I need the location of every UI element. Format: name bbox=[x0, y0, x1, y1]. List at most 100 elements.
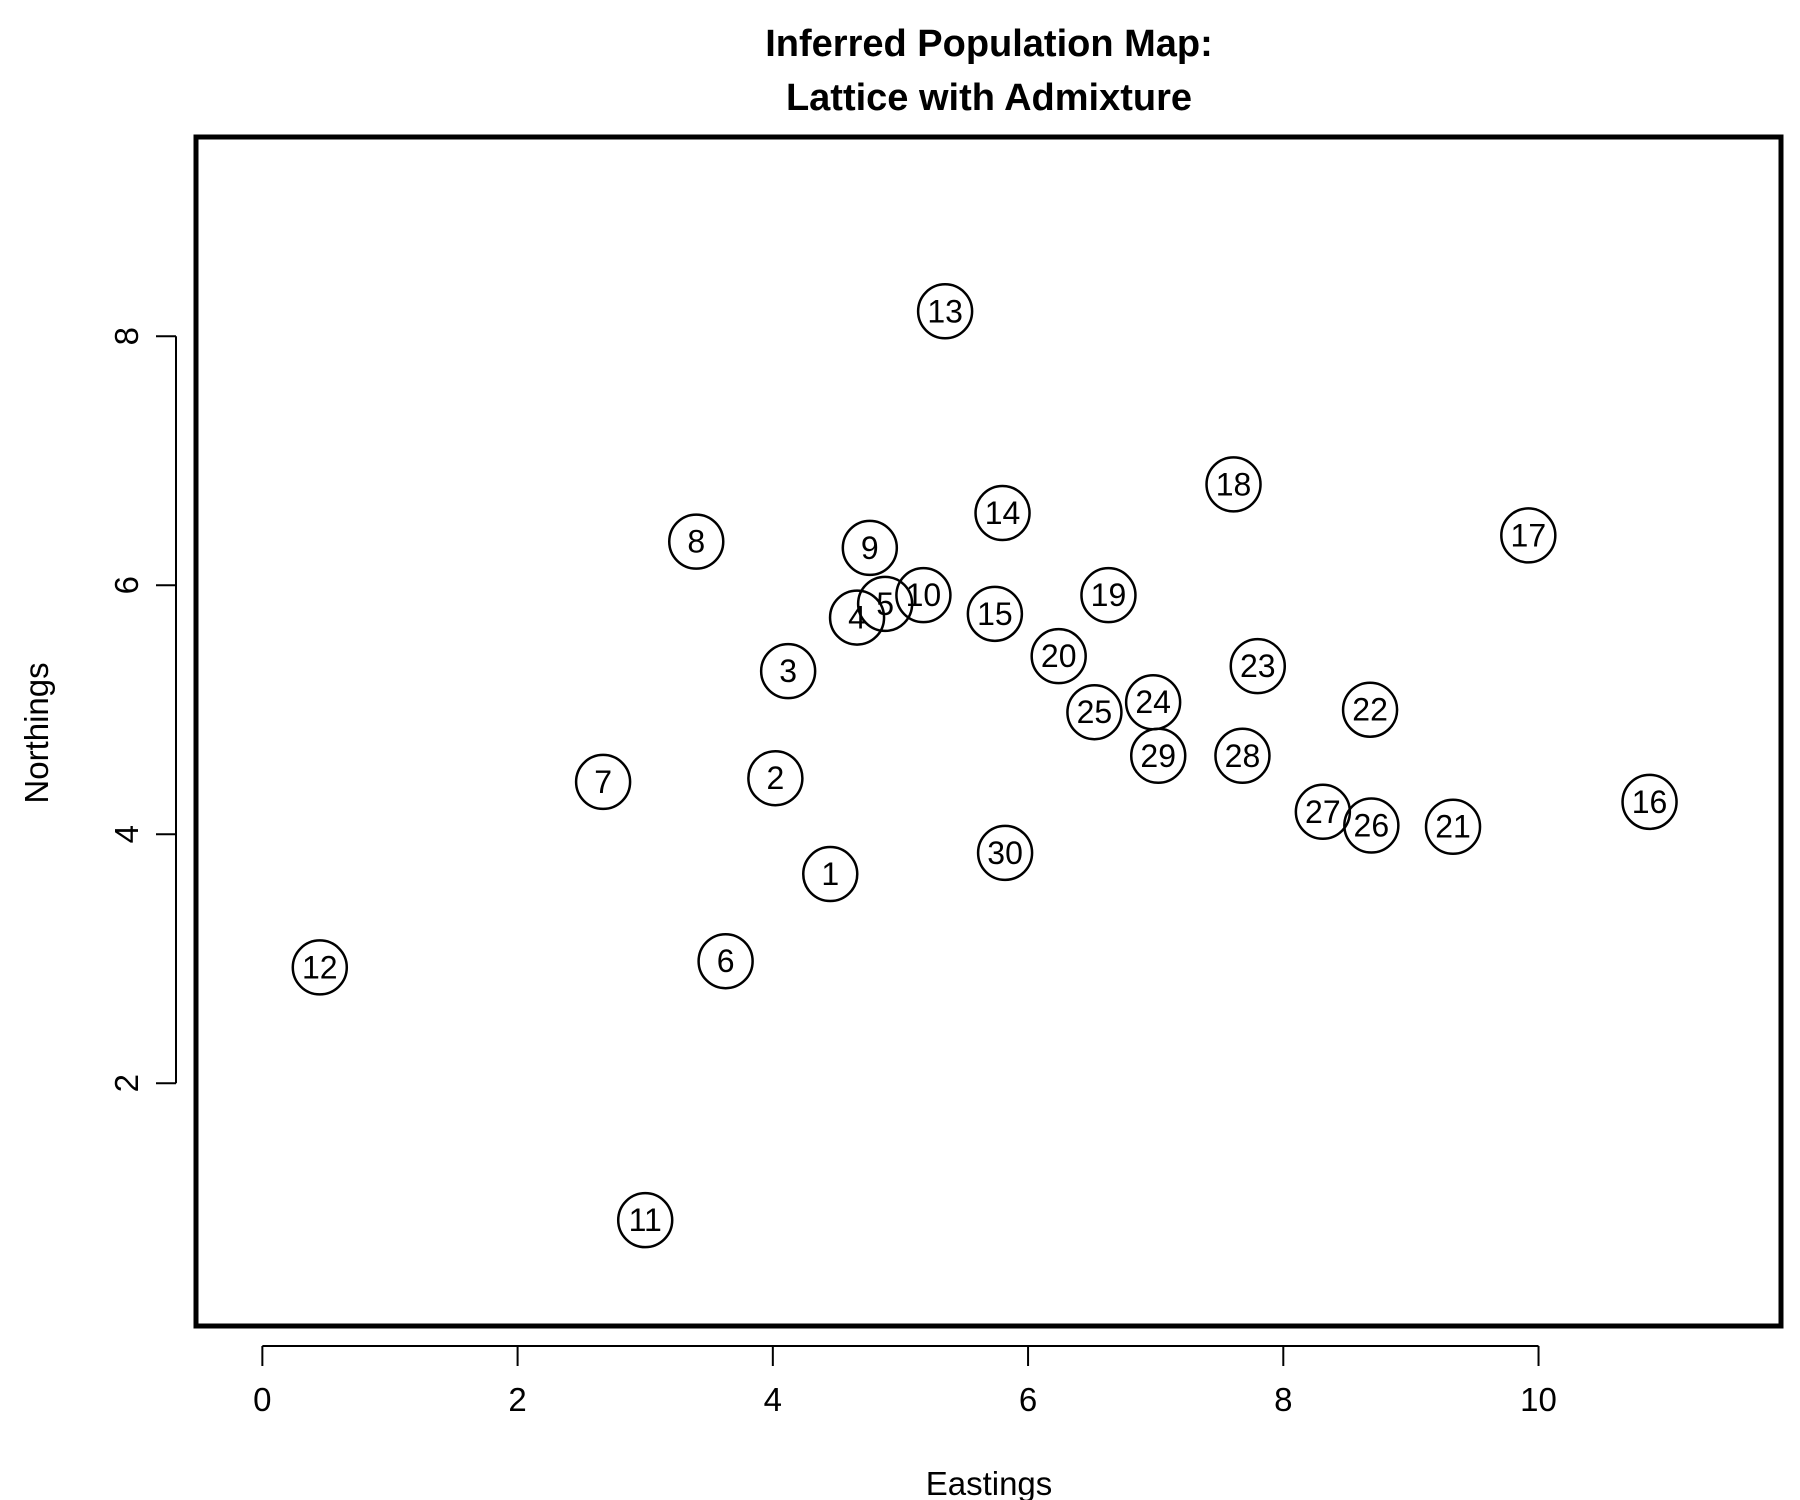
point-marker bbox=[1205, 456, 1262, 513]
point-label: 27 bbox=[1305, 794, 1341, 830]
x-tick-label: 2 bbox=[508, 1381, 526, 1418]
data-point: 1 bbox=[802, 845, 859, 903]
point-label: 6 bbox=[717, 943, 735, 979]
y-tick-label: 8 bbox=[108, 327, 145, 345]
data-point: 4 bbox=[828, 589, 886, 646]
point-marker bbox=[1424, 798, 1482, 855]
point-label: 8 bbox=[687, 524, 705, 560]
data-point: 30 bbox=[976, 824, 1034, 882]
point-marker bbox=[1341, 681, 1399, 738]
data-point: 26 bbox=[1343, 797, 1400, 854]
point-marker bbox=[802, 845, 859, 903]
y-axis-label: Northings bbox=[18, 662, 55, 803]
data-point: 18 bbox=[1205, 456, 1262, 513]
point-label: 2 bbox=[766, 760, 784, 796]
point-label: 21 bbox=[1435, 809, 1471, 845]
data-point: 27 bbox=[1294, 783, 1352, 841]
y-tick-label: 6 bbox=[108, 576, 145, 594]
point-marker bbox=[697, 932, 754, 990]
point-label: 16 bbox=[1632, 784, 1668, 820]
data-point: 19 bbox=[1080, 566, 1137, 624]
point-marker bbox=[895, 566, 952, 624]
point-label: 10 bbox=[906, 577, 942, 613]
point-label: 30 bbox=[987, 835, 1023, 871]
y-tick-label: 2 bbox=[108, 1074, 145, 1092]
point-marker bbox=[841, 519, 899, 577]
data-point: 28 bbox=[1214, 727, 1271, 785]
point-marker bbox=[1030, 627, 1087, 685]
x-tick-label: 4 bbox=[764, 1381, 782, 1418]
data-point: 24 bbox=[1124, 673, 1182, 731]
point-marker bbox=[291, 939, 349, 996]
data-point: 15 bbox=[966, 585, 1024, 643]
point-label: 5 bbox=[876, 586, 894, 622]
point-marker bbox=[1066, 683, 1123, 741]
x-tick-label: 6 bbox=[1019, 1381, 1037, 1418]
data-point: 14 bbox=[974, 484, 1031, 542]
x-axis: 0 2 4 6 8 10 bbox=[253, 1345, 1557, 1418]
data-point: 2 bbox=[747, 749, 804, 807]
point-marker bbox=[856, 575, 914, 633]
x-tick-label: 10 bbox=[1520, 1381, 1557, 1418]
data-point: 7 bbox=[574, 753, 632, 811]
point-label: 12 bbox=[302, 949, 338, 985]
point-label: 4 bbox=[848, 600, 866, 636]
data-point: 11 bbox=[616, 1191, 674, 1249]
data-point: 17 bbox=[1500, 507, 1557, 564]
point-marker bbox=[1229, 637, 1287, 695]
plot-frame bbox=[193, 134, 1784, 1329]
point-marker bbox=[1621, 773, 1678, 831]
point-marker bbox=[1294, 783, 1352, 841]
point-label: 14 bbox=[985, 495, 1021, 531]
point-label: 25 bbox=[1077, 694, 1113, 730]
point-marker bbox=[1343, 797, 1400, 854]
data-point: 29 bbox=[1129, 727, 1187, 785]
chart-title-line-2: Lattice with Admixture bbox=[786, 77, 1192, 119]
point-label: 22 bbox=[1352, 692, 1388, 728]
point-marker bbox=[668, 513, 725, 570]
point-marker bbox=[1080, 566, 1137, 624]
x-tick-label: 0 bbox=[253, 1381, 271, 1418]
data-point: 22 bbox=[1341, 681, 1399, 738]
point-marker bbox=[574, 753, 632, 811]
point-marker bbox=[976, 824, 1034, 882]
point-label: 29 bbox=[1140, 738, 1176, 774]
data-point: 3 bbox=[759, 642, 817, 700]
point-label: 26 bbox=[1354, 807, 1390, 843]
point-marker bbox=[759, 642, 817, 700]
data-point: 5 bbox=[856, 575, 914, 633]
point-label: 18 bbox=[1216, 466, 1252, 502]
point-label: 23 bbox=[1240, 648, 1276, 684]
point-marker bbox=[1129, 727, 1187, 785]
point-label: 19 bbox=[1091, 577, 1127, 613]
data-point: 23 bbox=[1229, 637, 1287, 695]
data-point: 20 bbox=[1030, 627, 1087, 685]
point-marker bbox=[916, 283, 974, 340]
point-marker bbox=[828, 589, 886, 646]
point-label: 24 bbox=[1135, 684, 1171, 720]
point-marker bbox=[974, 484, 1031, 542]
y-axis: 2 4 6 8 bbox=[108, 327, 177, 1092]
data-point: 12 bbox=[291, 939, 349, 996]
data-point: 16 bbox=[1621, 773, 1678, 831]
point-label: 9 bbox=[861, 530, 879, 566]
point-marker bbox=[966, 585, 1024, 643]
point-label: 13 bbox=[927, 293, 963, 329]
point-label: 28 bbox=[1225, 738, 1261, 774]
point-marker bbox=[1500, 507, 1557, 564]
data-point: 25 bbox=[1066, 683, 1123, 741]
data-point: 8 bbox=[668, 513, 725, 570]
x-axis-label: Eastings bbox=[926, 1465, 1053, 1500]
point-label: 3 bbox=[779, 653, 797, 689]
data-point: 6 bbox=[697, 932, 754, 990]
point-label: 20 bbox=[1041, 638, 1077, 674]
data-point: 13 bbox=[916, 283, 974, 340]
point-label: 7 bbox=[594, 764, 612, 800]
point-marker bbox=[747, 749, 804, 807]
chart-title-line-1: Inferred Population Map: bbox=[765, 23, 1213, 65]
point-label: 17 bbox=[1511, 517, 1547, 553]
point-label: 1 bbox=[821, 856, 839, 892]
point-marker bbox=[1214, 727, 1271, 785]
y-tick-label: 4 bbox=[108, 825, 145, 843]
